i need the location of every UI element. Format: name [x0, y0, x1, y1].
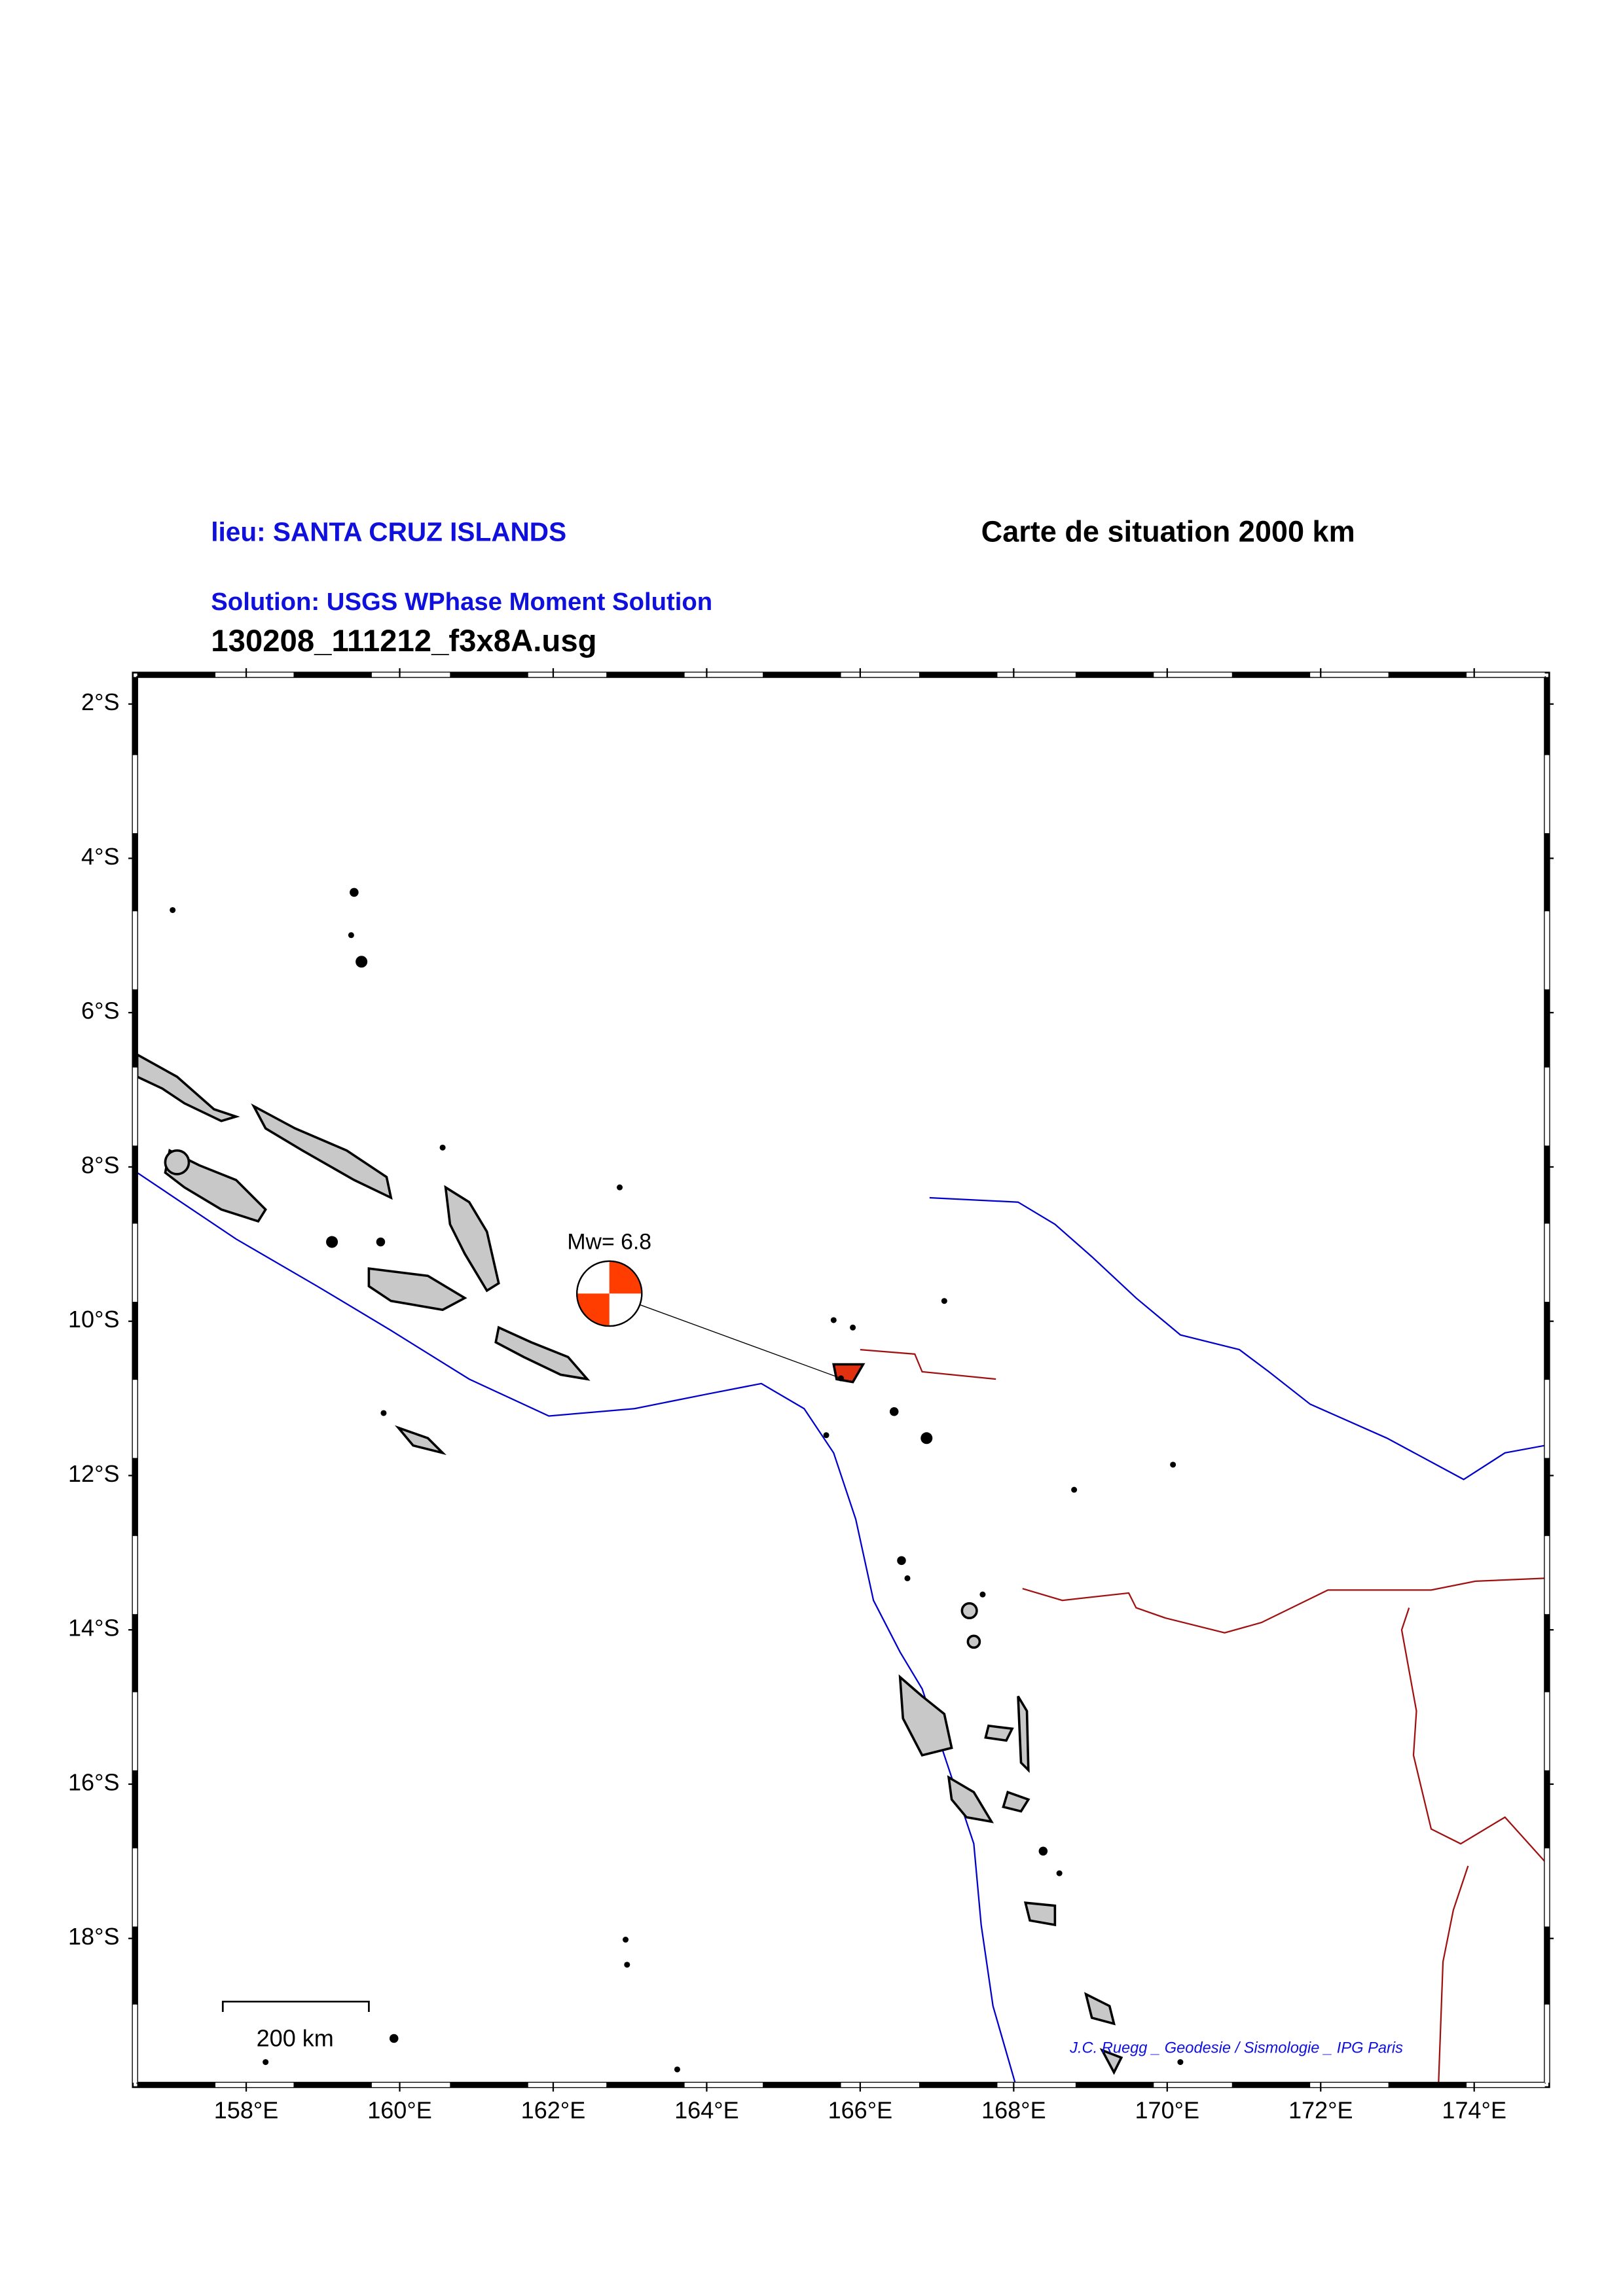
lat-tick-label: 16°S	[68, 1768, 120, 1795]
lon-tick-label: 158°E	[214, 2097, 279, 2124]
magnitude-label: Mw= 6.8	[567, 1230, 651, 1255]
location: lieu: SANTA CRUZ ISLANDS	[211, 517, 566, 547]
lon-tick-label: 172°E	[1288, 2097, 1353, 2124]
file-name: 130208_111212_f3x8A.usg	[211, 624, 596, 658]
lat-tick-label: 10°S	[68, 1306, 120, 1333]
lat-tick-label: 6°S	[81, 997, 120, 1024]
scale-bar: 200 km	[221, 2000, 370, 2051]
scale-label: 200 km	[257, 2024, 334, 2051]
lon-tick-label: 168°E	[981, 2097, 1046, 2124]
plate-boundaries	[136, 1172, 1546, 2083]
lat-tick-label: 2°S	[81, 689, 120, 715]
frame-bars	[132, 672, 1550, 2087]
lat-tick-label: 14°S	[68, 1615, 120, 1641]
lon-tick-label: 166°E	[828, 2097, 893, 2124]
lon-tick-label: 174°E	[1442, 2097, 1506, 2124]
leader-line	[609, 1293, 841, 1379]
focal-mechanism	[576, 1260, 643, 1327]
lon-tick-label: 170°E	[1135, 2097, 1199, 2124]
lat-tick-label: 4°S	[81, 843, 120, 870]
lat-tick-label: 8°S	[81, 1151, 120, 1178]
lat-tick-label: 12°S	[68, 1460, 120, 1487]
lon-tick-label: 162°E	[521, 2097, 586, 2124]
lon-tick-label: 164°E	[674, 2097, 739, 2124]
coastlines	[136, 888, 1184, 2075]
lon-tick-label: 160°E	[367, 2097, 432, 2124]
credit: J.C. Ruegg _ Geodesie / Sismologie _ IPG…	[1069, 2040, 1403, 2057]
lat-tick-label: 18°S	[68, 1923, 120, 1950]
compressional-quadrant	[609, 1261, 642, 1294]
solution: Solution: USGS WPhase Moment Solution	[211, 588, 712, 616]
compressional-quadrant	[577, 1293, 610, 1327]
map-title: Carte de situation 2000 km	[981, 515, 1355, 548]
beachball-outline	[576, 1260, 643, 1327]
epicenter	[838, 1375, 845, 1382]
